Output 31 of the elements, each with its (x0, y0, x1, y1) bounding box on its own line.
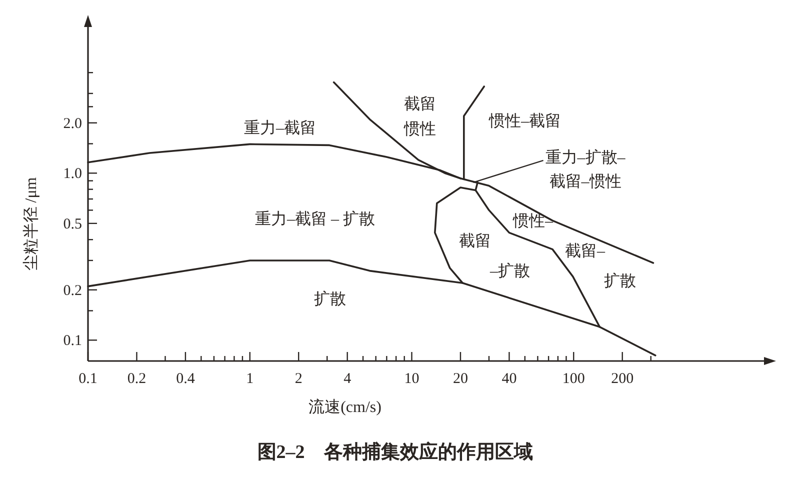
x-tick-label: 200 (611, 371, 634, 387)
annotation: 截留– (565, 242, 606, 260)
y-axis-title: 尘粒半径 /μm (22, 176, 40, 271)
annotation: 惯性 (403, 121, 436, 138)
x-tick-label: 20 (452, 371, 468, 387)
annotation: –扩散 (489, 262, 530, 280)
annotation: 截留 (459, 232, 491, 250)
annotation: 扩散 (604, 272, 636, 290)
x-tick-label: 10 (404, 371, 420, 387)
x-axis-title: 流速(cm/s) (308, 398, 382, 416)
annotation: 扩散 (314, 290, 346, 308)
annotation: 惯性– (512, 213, 554, 230)
annotation: 重力–扩散–截留–惯性 (545, 148, 626, 190)
annotation: 重力–截留 (244, 119, 316, 137)
annotation: 惯性–截留 (488, 112, 561, 130)
x-tick-label: 40 (502, 371, 517, 387)
y-tick-label: 1.0 (63, 166, 82, 182)
annotation: 截留 (404, 95, 436, 113)
x-tick-label: 2 (294, 371, 302, 387)
x-tick-label: 100 (562, 371, 585, 387)
x-tick-label: 1 (246, 371, 254, 387)
x-tick-label: 4 (344, 371, 352, 387)
x-tick-label: 0.2 (127, 371, 146, 387)
y-tick-label: 0.5 (63, 216, 82, 232)
x-tick-label: 0.4 (176, 371, 196, 387)
text: 图2–2 各种捕集效应的作用区域 (257, 441, 533, 463)
y-tick-label: 2.0 (63, 116, 82, 132)
x-tick-label: 0.1 (78, 371, 98, 387)
y-tick-label: 0.1 (63, 333, 82, 350)
y-tick-label: 0.2 (63, 282, 82, 299)
annotation: 重力–截留 – 扩散 (255, 210, 375, 228)
